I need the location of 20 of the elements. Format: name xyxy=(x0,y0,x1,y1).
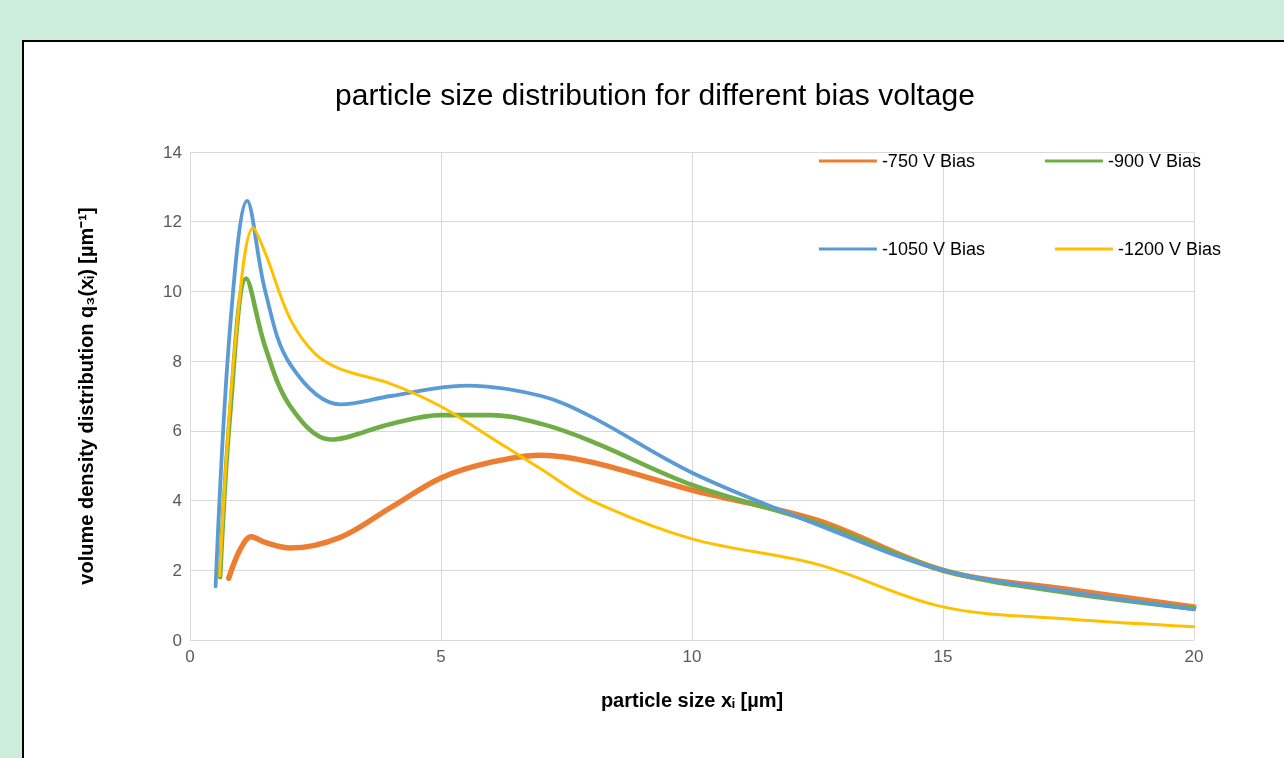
y-tick-label: 4 xyxy=(172,491,182,511)
x-tick-label: 15 xyxy=(933,647,953,666)
y-tick-label: 14 xyxy=(163,142,182,162)
legend-label: -750 V Bias xyxy=(881,151,975,171)
x-tick-label: 0 xyxy=(185,647,195,666)
y-tick-label: 10 xyxy=(163,281,182,301)
y-tick-label: 2 xyxy=(172,560,182,580)
chart-title: particle size distribution for different bias voltage xyxy=(335,77,975,111)
x-axis-title: particle size xᵢ [µm] xyxy=(600,689,784,711)
x-tick-label: 10 xyxy=(682,647,702,666)
legend-label: -1050 V Bias xyxy=(881,239,985,259)
y-tick-label: 8 xyxy=(172,351,182,371)
y-tick-label: 12 xyxy=(163,212,182,232)
y-tick-label: 6 xyxy=(172,421,182,441)
y-axis-title: volume density distribution q₃(xᵢ) [µm⁻¹] xyxy=(75,207,97,585)
legend-label: -900 V Bias xyxy=(1107,151,1201,171)
x-tick-label: 20 xyxy=(1184,647,1204,666)
y-tick-label: 0 xyxy=(172,630,182,650)
legend-label: -1200 V Bias xyxy=(1117,239,1221,259)
x-tick-label: 5 xyxy=(436,647,446,666)
